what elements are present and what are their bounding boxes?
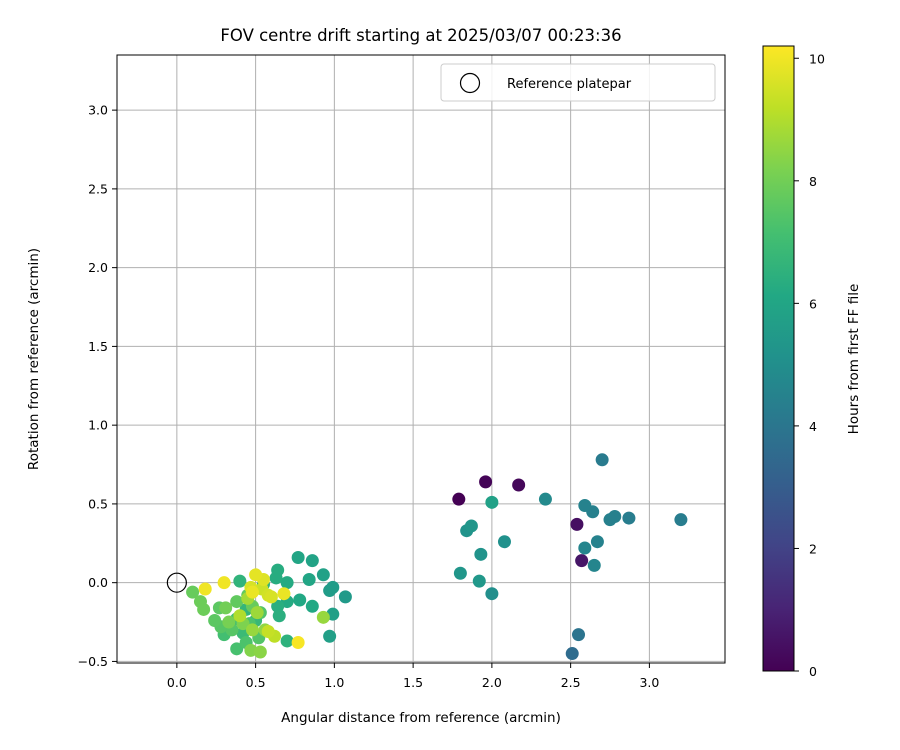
data-point	[253, 645, 267, 659]
data-point	[497, 535, 511, 549]
x-tick-label: 0.5	[246, 675, 266, 690]
data-point	[302, 573, 316, 587]
data-point	[622, 511, 636, 525]
data-point	[269, 571, 283, 585]
y-tick-label: 3.0	[88, 103, 108, 118]
colorbar-tick-label: 10	[809, 51, 825, 66]
data-point	[272, 609, 286, 623]
legend-marker-reference-platepar	[459, 72, 481, 94]
data-point	[512, 478, 526, 492]
data-point	[291, 636, 305, 650]
data-point	[305, 554, 319, 568]
data-point	[453, 566, 467, 580]
colorbar-ticks: 0 2 4 6 8 10	[794, 51, 825, 679]
data-point	[222, 615, 236, 629]
data-point	[452, 492, 466, 506]
data-point	[186, 585, 200, 599]
data-point	[587, 558, 601, 572]
data-point	[326, 580, 340, 594]
y-axis-ticks: −0.5 0.0 0.5 1.0 1.5 2.0 2.5 3.0	[78, 103, 117, 669]
data-point	[578, 498, 592, 512]
x-tick-label: 2.5	[561, 675, 581, 690]
x-tick-label: 1.5	[403, 675, 423, 690]
data-point	[572, 628, 586, 642]
data-point	[280, 576, 294, 590]
data-point	[291, 550, 305, 564]
x-axis-label: Angular distance from reference (arcmin)	[281, 710, 561, 726]
data-point	[590, 535, 604, 549]
colorbar-tick-label: 8	[809, 174, 817, 189]
data-point	[208, 613, 222, 627]
data-point	[474, 547, 488, 561]
data-point	[264, 590, 278, 604]
legend: Reference platepar	[440, 63, 716, 102]
colorbar-tick-label: 6	[809, 296, 817, 311]
y-tick-label: 2.5	[88, 181, 108, 196]
data-point	[570, 517, 584, 531]
x-tick-label: 3.0	[639, 675, 659, 690]
colorbar-tick-label: 0	[809, 664, 817, 679]
data-point	[575, 554, 589, 568]
legend-box	[440, 63, 716, 102]
y-axis-label: Rotation from reference (arcmin)	[26, 248, 42, 470]
data-point	[565, 647, 579, 661]
data-point	[603, 513, 617, 527]
data-point	[595, 453, 609, 467]
data-point	[277, 587, 291, 601]
data-point	[464, 519, 478, 533]
y-tick-label: 0.5	[88, 496, 108, 511]
data-point	[233, 574, 247, 588]
x-tick-label: 0.0	[167, 675, 187, 690]
reference-platepar-marker	[166, 572, 187, 593]
data-point	[217, 576, 231, 590]
data-point	[233, 609, 247, 623]
data-point	[219, 601, 233, 615]
colorbar: 0 2 4 6 8 10 Hours from first FF file	[762, 45, 862, 679]
x-axis-ticks: 0.0 0.5 1.0 1.5 2.0 2.5 3.0	[167, 663, 659, 690]
data-point	[316, 568, 330, 582]
y-tick-label: −0.5	[78, 654, 108, 669]
colorbar-tick-label: 4	[809, 419, 817, 434]
data-point	[472, 574, 486, 588]
data-point	[261, 624, 275, 638]
data-point	[485, 587, 499, 601]
data-point	[316, 610, 330, 624]
data-point	[198, 582, 212, 596]
data-point	[293, 593, 307, 607]
data-point	[305, 599, 319, 613]
legend-label-reference-platepar: Reference platepar	[507, 77, 632, 92]
data-point	[578, 541, 592, 555]
data-point	[245, 623, 259, 637]
y-tick-label: 2.0	[88, 260, 108, 275]
colorbar-gradient	[762, 45, 795, 672]
x-tick-label: 1.0	[324, 675, 344, 690]
data-point	[538, 492, 552, 506]
data-point	[230, 642, 244, 656]
chart-title: FOV centre drift starting at 2025/03/07 …	[220, 26, 621, 45]
y-tick-label: 1.5	[88, 339, 108, 354]
plot-frame	[116, 54, 726, 664]
data-point	[674, 513, 688, 527]
data-point	[338, 590, 352, 604]
data-point	[250, 606, 264, 620]
scatter-points	[166, 453, 688, 661]
y-tick-label: 0.0	[88, 575, 108, 590]
data-point	[323, 629, 337, 643]
data-point	[249, 568, 263, 582]
data-point	[485, 495, 499, 509]
data-point	[197, 602, 211, 616]
colorbar-label: Hours from first FF file	[846, 284, 862, 435]
x-tick-label: 2.0	[482, 675, 502, 690]
data-point	[280, 634, 294, 648]
y-tick-label: 1.0	[88, 418, 108, 433]
colorbar-tick-label: 2	[809, 541, 817, 556]
data-point	[479, 475, 493, 489]
data-point	[230, 595, 244, 609]
data-point	[245, 585, 259, 599]
